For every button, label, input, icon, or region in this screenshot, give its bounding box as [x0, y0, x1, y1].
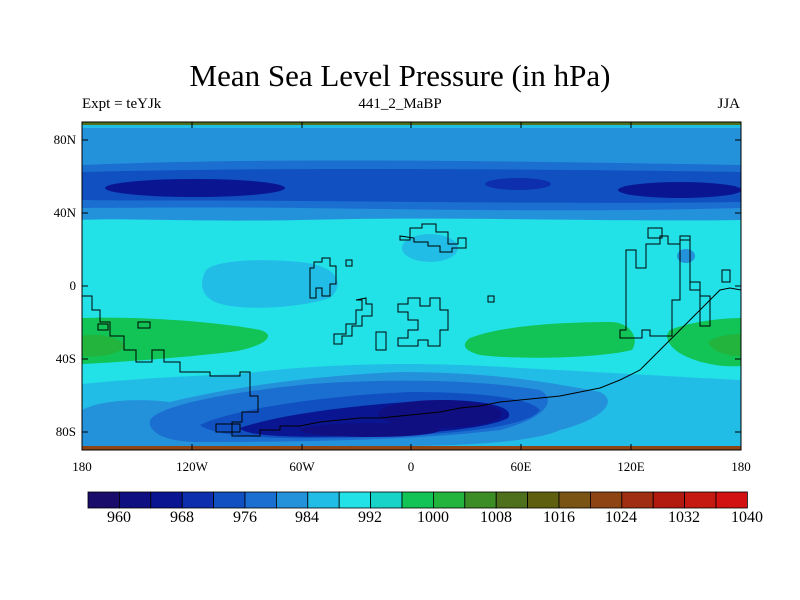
colorbar-box: [119, 491, 152, 509]
colorbar-label: 1024: [605, 509, 637, 526]
colorbar-label: 1000: [417, 509, 449, 526]
lat-tick-80s: 80S: [55, 424, 76, 439]
colorbar-box: [684, 491, 717, 509]
south-subtropical-high-1008-w: [82, 317, 269, 364]
south-subtropical-high-1012-w: [82, 334, 125, 357]
colorbar-box: [495, 491, 529, 509]
south-low-968-b: [300, 423, 440, 437]
lon-tick-180e: 180: [731, 459, 751, 474]
colorbar-box: [370, 491, 403, 509]
colorbar-box: [590, 491, 623, 509]
colorbar-label: 968: [170, 509, 194, 526]
north-low-972-c: [618, 182, 741, 198]
tropical-blob-992-a: [202, 260, 338, 308]
colorbar: [87, 491, 748, 509]
colorbar-label: 976: [233, 509, 257, 526]
colorbar-box: [150, 491, 183, 509]
south-subtropical-high-1008-c: [464, 322, 635, 358]
colorbar-label: 1008: [480, 509, 512, 526]
colorbar-box: [652, 491, 686, 509]
plot-title: Mean Sea Level Pressure (in hPa): [189, 58, 611, 93]
colorbar-box: [621, 491, 654, 509]
north-low-972-a: [105, 179, 285, 197]
lat-tick-40s: 40S: [55, 351, 76, 366]
run-label: 441_2_MaBP: [358, 96, 442, 112]
lon-tick-180w: 180: [72, 459, 92, 474]
colorbar-box: [527, 491, 560, 509]
colorbar-box: [213, 491, 246, 509]
colorbar-box: [432, 491, 466, 509]
north-low-976-b: [485, 178, 551, 190]
coastlines: [82, 223, 741, 437]
tropical-blob-992-b: [402, 234, 458, 262]
experiment-label: Expt = teYJk: [82, 96, 162, 112]
colorbar-box: [715, 491, 748, 509]
colorbar-box: [244, 491, 277, 509]
colorbar-box: [464, 491, 497, 509]
season-label: JJA: [717, 96, 740, 112]
colorbar-label: 1032: [668, 509, 700, 526]
colorbar-label: 1016: [543, 509, 575, 526]
colorbar-box: [275, 491, 309, 509]
lon-tick-60e: 60E: [510, 459, 532, 474]
lon-tick-60w: 60W: [289, 459, 315, 474]
colorbar-box: [338, 491, 372, 509]
colorbar-label: 960: [107, 509, 131, 526]
lat-tick-0: 0: [69, 278, 77, 293]
colorbar-box: [181, 491, 214, 509]
colorbar-box: [87, 491, 120, 509]
colorbar-label: 1040: [731, 509, 763, 526]
south-subtropical-high-1012-e: [708, 334, 741, 356]
colorbar-label: 992: [358, 509, 382, 526]
south-subtropical-high-1008-e: [667, 318, 741, 367]
colorbar-label: 984: [295, 509, 319, 526]
lat-tick-80n: 80N: [53, 132, 76, 147]
pressure-field: [82, 122, 741, 450]
lat-tick-40n: 40N: [53, 205, 76, 220]
colorbar-box: [558, 491, 591, 509]
lon-tick-120w: 120W: [176, 459, 208, 474]
lon-tick-0: 0: [407, 459, 415, 474]
colorbar-box: [307, 491, 340, 509]
colorbar-box: [401, 491, 434, 509]
lon-tick-120e: 120E: [617, 459, 645, 474]
axis-ticks: [82, 122, 741, 450]
